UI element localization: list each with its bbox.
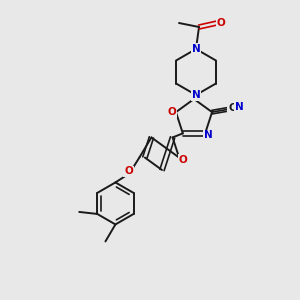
Text: N: N xyxy=(192,44,200,54)
Text: O: O xyxy=(124,167,133,176)
Text: O: O xyxy=(217,18,225,28)
Text: O: O xyxy=(168,107,176,117)
Text: N: N xyxy=(192,90,200,100)
Text: C: C xyxy=(228,103,236,113)
Text: O: O xyxy=(179,154,188,165)
Text: N: N xyxy=(235,102,243,112)
Text: N: N xyxy=(204,130,212,140)
